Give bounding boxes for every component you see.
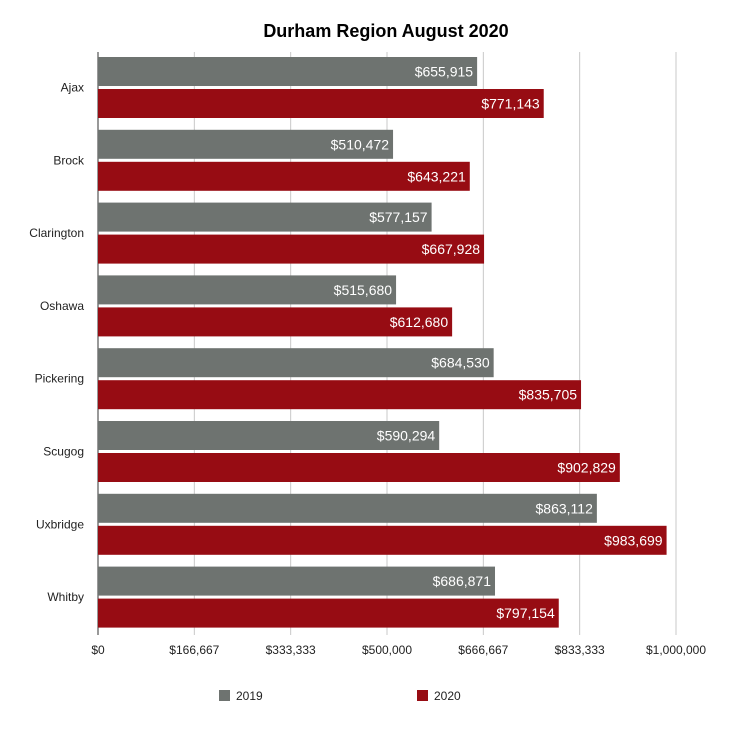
bar-value-label: $510,472 [331,136,390,152]
category-label: Uxbridge [36,517,84,531]
x-tick-label: $333,333 [266,643,316,657]
bar-2019-whitby [98,566,496,596]
bar-2020-scugog [98,453,620,482]
bar-2020-uxbridge [98,525,667,555]
legend: 2019 2020 [219,689,461,703]
x-tick-label: $166,667 [169,643,219,657]
bar-value-label: $684,530 [431,355,490,371]
bars: $655,915 $771,143 $510,472 $643,221 $577,157… [98,57,667,628]
category-label: Brock [53,153,85,167]
bar-value-label: $771,143 [481,96,540,112]
bar-value-label: $835,705 [519,387,578,403]
legend-label: 2020 [434,689,461,703]
bar-value-label: $667,928 [422,241,481,257]
bar-2019-clarington [98,202,432,232]
category-label: Ajax [61,81,84,95]
bar-2019-uxbridge [98,493,597,523]
bar-2020-brock [98,161,470,191]
bar-value-label: $655,915 [415,64,474,80]
category-label: Oshawa [40,299,84,313]
bar-2020-whitby [98,598,559,628]
bar-value-label: $643,221 [407,168,466,184]
bar-2019-ajax [98,57,478,86]
legend-label: 2019 [236,689,263,703]
chart-title: Durham Region August 2020 [263,21,508,41]
bar-2020-oshawa [98,307,453,337]
x-tick-label: $666,667 [458,643,508,657]
bar-2019-pickering [98,348,494,378]
category-labels: Ajax Brock Clarington Oshawa Pickering Scugog… [29,81,85,605]
bar-value-label: $863,112 [536,500,594,516]
bar-value-label: $577,157 [369,209,428,225]
bar-value-label: $612,680 [390,314,449,330]
bar-2019-scugog [98,421,440,450]
bar-2019-oshawa [98,275,397,305]
x-tick-label: $1,000,000 [646,643,706,657]
bar-value-label: $983,699 [604,532,663,548]
bar-2019-brock [98,129,394,159]
bar-value-label: $902,829 [557,460,616,476]
category-label: Whitby [47,590,84,604]
bar-2020-ajax [98,89,544,118]
x-tick-label: $0 [91,643,105,657]
bar-2020-pickering [98,380,582,410]
x-tick-label: $500,000 [362,643,412,657]
category-label: Scugog [43,445,84,459]
category-label: Clarington [29,226,84,240]
x-tick-label: $833,333 [555,643,605,657]
bar-value-label: $515,680 [334,282,393,298]
category-label: Pickering [35,372,84,386]
bar-2020-clarington [98,234,485,264]
bar-value-label: $686,871 [433,573,492,589]
bar-value-label: $590,294 [377,428,436,444]
legend-swatch [219,690,230,701]
bar-value-label: $797,154 [496,605,555,621]
x-axis-tick-labels: $0 $166,667 $333,333 $500,000 $666,667 $833,3… [91,643,706,657]
legend-swatch [417,690,428,701]
